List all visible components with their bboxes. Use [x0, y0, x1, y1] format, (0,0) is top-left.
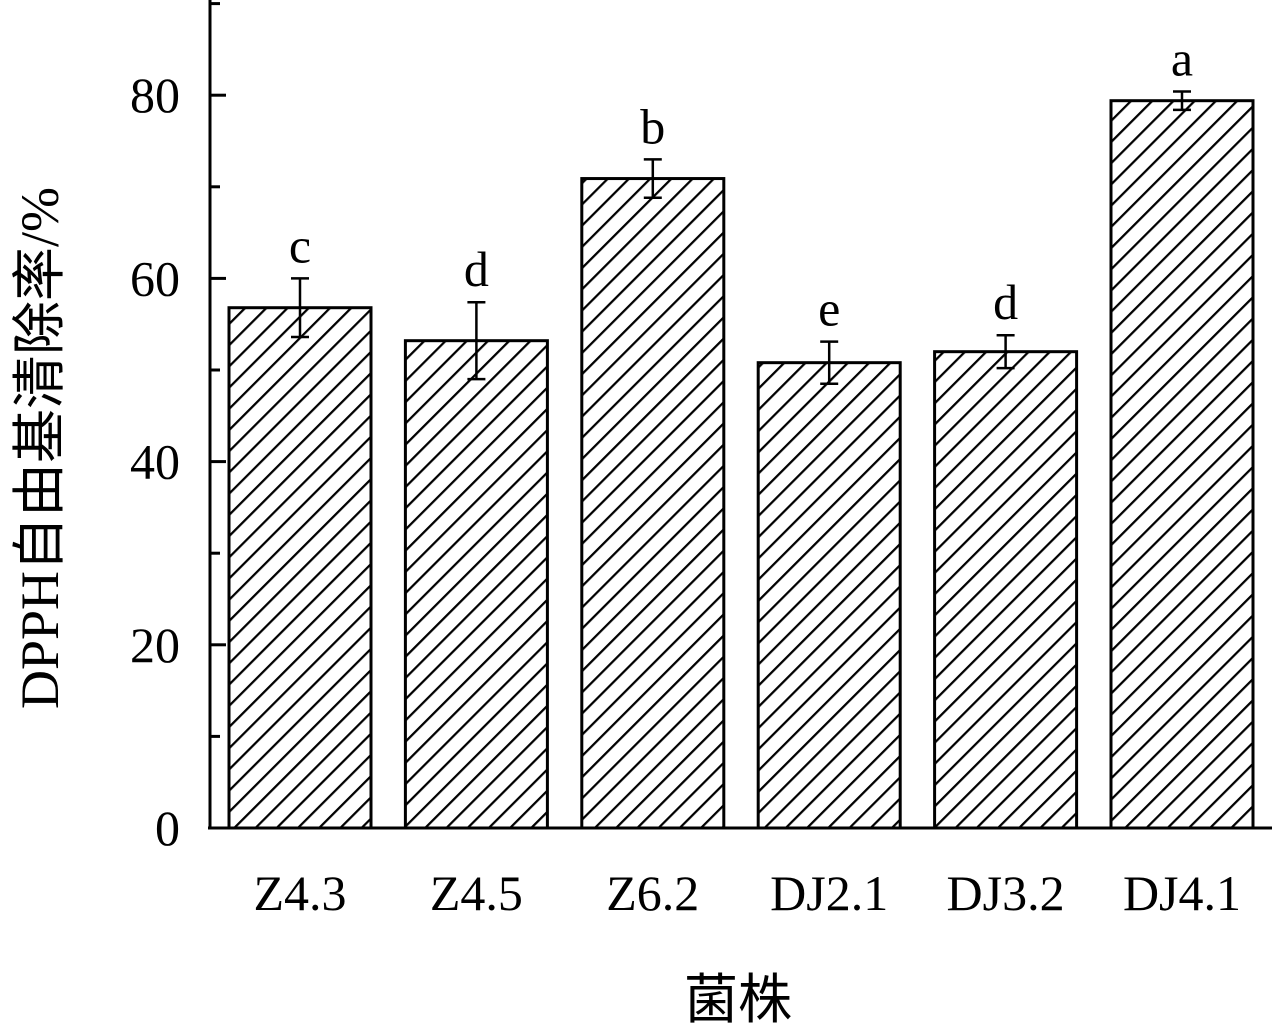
- y-axis-title: DPPH自由基清除率/%: [10, 187, 70, 709]
- bars-layer: c d b e d a: [227, 31, 1255, 830]
- significance-label: a: [1171, 31, 1193, 87]
- bar: [933, 350, 1079, 830]
- bar: [403, 339, 549, 830]
- x-tick-label: Z4.3: [253, 865, 346, 921]
- significance-label: d: [993, 274, 1018, 330]
- x-tick-label: DJ4.1: [1123, 865, 1241, 921]
- significance-label: e: [818, 281, 840, 337]
- y-tick-label: 20: [130, 617, 180, 673]
- bar: [756, 361, 902, 830]
- bar: [580, 177, 726, 830]
- x-tick-label: DJ2.1: [770, 865, 888, 921]
- y-tick-label: 80: [130, 67, 180, 123]
- significance-label: d: [464, 241, 489, 297]
- axes-layer: [208, 0, 1272, 830]
- significance-label: b: [640, 98, 665, 154]
- y-tick-label: 40: [130, 434, 180, 490]
- bar: [227, 306, 373, 830]
- x-axis-title: 菌株: [684, 970, 792, 1030]
- y-tick-label: 0: [155, 800, 180, 856]
- x-tick-label: DJ3.2: [947, 865, 1065, 921]
- x-tick-label: Z4.5: [430, 865, 523, 921]
- x-tick-label: Z6.2: [606, 865, 699, 921]
- ticks-layer: 0 20 40 60 80 Z4.3 Z4.5 Z6.2 DJ2.1 DJ3.2 DJ4.1: [130, 2, 1241, 921]
- bar: [1109, 99, 1255, 830]
- y-tick-label: 60: [130, 250, 180, 306]
- significance-label: c: [289, 217, 311, 273]
